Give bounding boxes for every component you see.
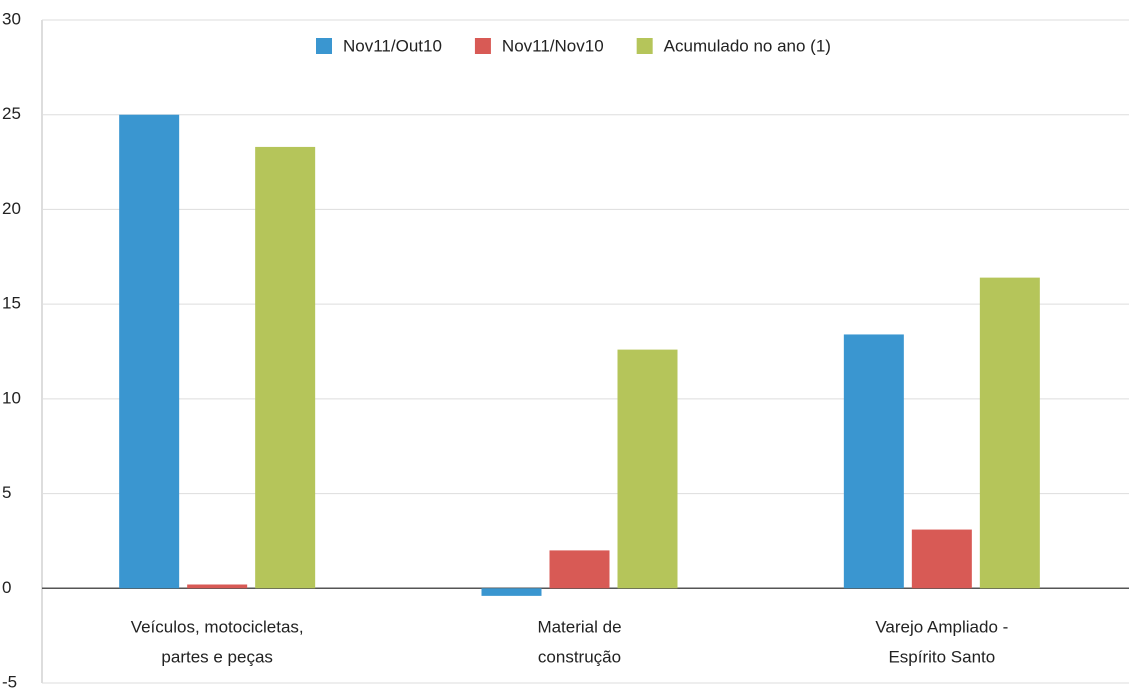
legend-label: Nov11/Nov10 [502,36,604,55]
legend-swatch [636,38,653,54]
bar [187,584,248,589]
x-tick-label: Material de [537,617,621,636]
y-tick-label: 15 [2,294,21,313]
bar [911,529,972,589]
legend-label: Acumulado no ano (1) [664,36,831,55]
bar [119,114,180,589]
y-tick-label: 30 [2,9,21,28]
legend-swatch [316,38,332,54]
bar [549,550,610,589]
y-tick-label: 20 [2,199,21,218]
bar [481,588,542,596]
bar [255,146,316,589]
legend-swatch [474,38,491,54]
x-tick-label: Espírito Santo [888,647,995,666]
bar [979,277,1040,589]
x-tick-label: construção [538,647,621,666]
y-tick-label: 10 [2,388,21,407]
x-tick-label: partes e peças [161,647,273,666]
y-tick-label: 0 [2,578,11,597]
x-tick-label: Veículos, motocicletas, [131,617,304,636]
y-tick-label: 25 [2,104,21,123]
bar [617,349,678,589]
legend-label: Nov11/Out10 [343,36,442,55]
y-tick-label: -5 [2,672,17,689]
y-tick-label: 5 [2,483,11,502]
x-tick-label: Varejo Ampliado - [875,617,1008,636]
bar [843,334,904,589]
